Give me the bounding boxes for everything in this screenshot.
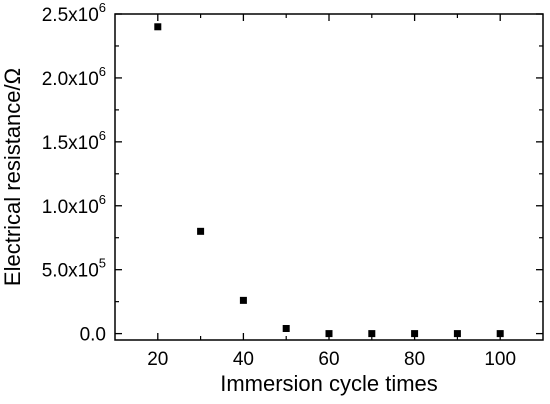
y-tick-label: 1.0x106 [42,192,106,218]
data-point [496,330,504,338]
y-axis-title: Electrical resistance/Ω [0,68,25,286]
data-point [282,324,290,332]
data-point [239,296,247,304]
axis-ticks [115,13,543,340]
plot-frame [114,13,544,341]
data-point [453,330,461,338]
y-tick-label: 0.0 [80,325,106,346]
y-tick-label: 1.5x106 [42,128,106,154]
x-tick-labels: 20 40 60 80 100 [147,349,516,370]
y-tick-label: 5.0x105 [42,256,106,282]
y-tick-labels: 0.0 5.0x105 1.0x106 1.5x106 2.0x106 2.5x106 [42,0,106,346]
data-point [368,330,376,338]
data-point [325,330,333,338]
y-tick-label: 2.5x106 [42,0,106,26]
x-axis-title: Immersion cycle times [220,371,438,396]
y-tick-label: 2.0x106 [42,64,106,90]
x-tick-label: 100 [484,349,516,370]
data-point [154,23,162,31]
data-point [411,330,419,338]
data-points [154,23,504,338]
data-point [197,227,205,235]
x-tick-label: 20 [147,349,168,370]
x-tick-label: 60 [318,349,339,370]
x-tick-label: 80 [404,349,425,370]
x-tick-label: 40 [233,349,254,370]
